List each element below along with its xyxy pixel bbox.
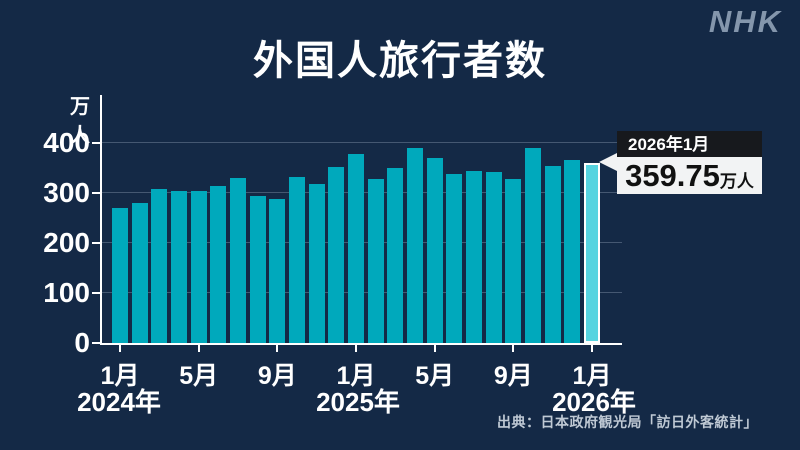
x-axis-tick-2026-01 xyxy=(591,345,593,352)
y-axis-tick-200 xyxy=(92,242,101,244)
x-axis-year-label-2025年: 2025年 xyxy=(316,387,400,417)
chart-title: 外国人旅行者数 xyxy=(253,39,547,83)
x-axis-tick-2025-05 xyxy=(433,345,436,352)
callout-value-number: 359.75 xyxy=(625,157,720,193)
bar-2025-04 xyxy=(407,147,423,343)
bar-2024-04 xyxy=(171,191,187,343)
x-axis-month-label-2025-09: 9月 xyxy=(493,362,533,390)
bar-2025-03 xyxy=(387,167,404,343)
bar-2024-12 xyxy=(328,167,345,343)
bar-2025-10 xyxy=(525,148,541,343)
callout-date-badge: 2026年1月 xyxy=(617,131,762,157)
x-axis-month-label-2024-05: 5月 xyxy=(179,362,219,390)
bar-2025-09 xyxy=(505,179,522,343)
bar-2024-10 xyxy=(289,177,305,343)
x-axis-month-label-2024-09: 9月 xyxy=(257,362,297,390)
y-axis-label-400: 400 xyxy=(43,127,90,158)
bar-2025-07 xyxy=(466,171,482,343)
source-attribution: 出典：日本政府観光局「訪日外客統計」 xyxy=(497,414,758,430)
x-axis-tick-2024-01 xyxy=(119,345,121,352)
bar-2024-01 xyxy=(112,208,128,343)
bar-2024-11 xyxy=(308,183,325,343)
x-axis-tick-2024-09 xyxy=(276,345,279,352)
bar-2024-09 xyxy=(269,198,286,343)
bar-2025-12 xyxy=(564,160,581,343)
x-axis-tick-2024-05 xyxy=(197,345,200,352)
y-axis-tick-400 xyxy=(92,142,101,144)
y-axis-label-0: 0 xyxy=(74,327,90,358)
bar-2024-07 xyxy=(230,178,246,343)
bar-2026-01 xyxy=(584,163,600,343)
y-axis-label-300: 300 xyxy=(43,177,90,208)
y-axis-unit-label: 万人 xyxy=(70,96,90,147)
x-axis-year-label-2026年: 2026年 xyxy=(552,387,636,417)
x-axis-month-label-2025-01: 1月 xyxy=(336,362,376,390)
callout-arrow-icon xyxy=(599,153,617,171)
y-axis-label-200: 200 xyxy=(43,227,90,258)
bar-2024-05 xyxy=(190,191,207,343)
bar-2025-05 xyxy=(426,158,443,343)
callout-value-box: 359.75 万人 xyxy=(617,157,762,194)
x-axis-tick-2025-09 xyxy=(512,345,515,352)
bar-2024-03 xyxy=(151,188,168,343)
bar-2025-01 xyxy=(348,153,364,343)
bar-2025-06 xyxy=(446,173,463,343)
x-axis-year-label-2024年: 2024年 xyxy=(77,387,161,417)
y-axis-tick-0 xyxy=(92,342,101,344)
bar-2025-08 xyxy=(485,171,502,343)
plot-area xyxy=(92,95,622,345)
y-axis-label-100: 100 xyxy=(43,277,90,308)
nhk-logo: NHK xyxy=(708,4,782,39)
x-axis-month-label-2026-01: 1月 xyxy=(572,362,612,390)
bar-2024-06 xyxy=(210,186,227,343)
gridline-400 xyxy=(102,142,622,143)
bar-2024-02 xyxy=(131,203,148,343)
callout-value-unit: 万人 xyxy=(719,172,754,191)
bar-2024-08 xyxy=(249,196,266,343)
bar-2025-02 xyxy=(367,179,384,343)
x-axis-month-label-2024-01: 1月 xyxy=(100,362,140,390)
y-axis-tick-100 xyxy=(92,292,101,294)
x-axis-tick-2025-01 xyxy=(355,345,357,352)
x-axis-month-label-2025-05: 5月 xyxy=(415,362,455,390)
y-axis-tick-300 xyxy=(92,192,101,194)
bar-2025-11 xyxy=(544,165,561,343)
